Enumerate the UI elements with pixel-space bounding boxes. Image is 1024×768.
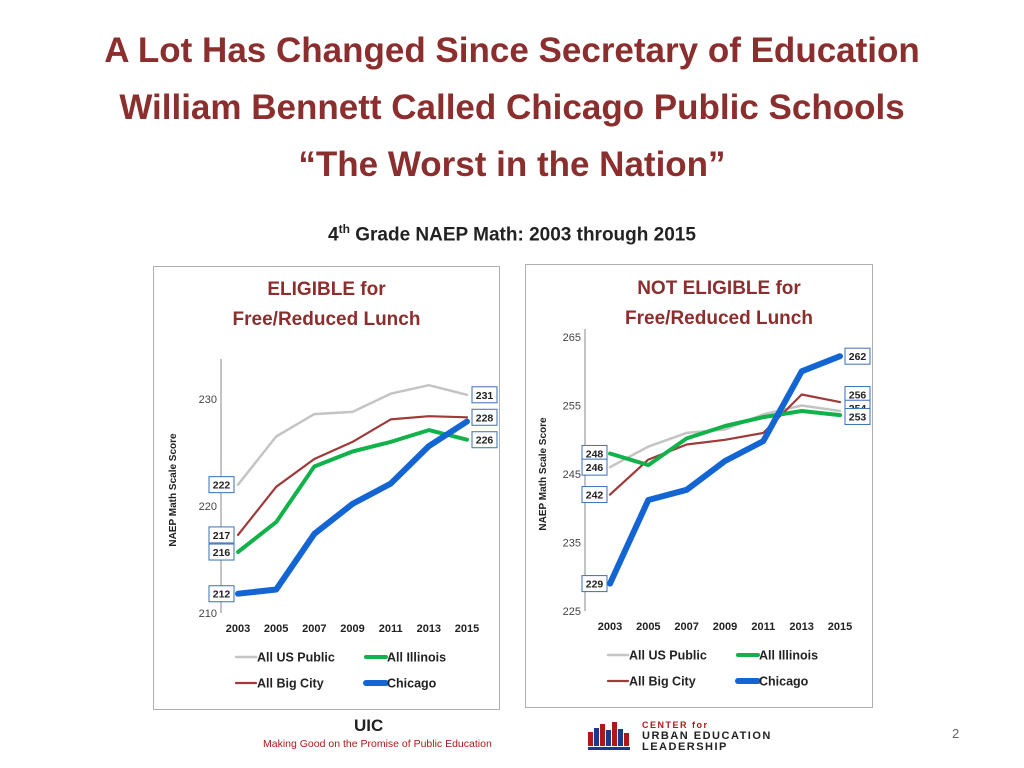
start-label-box — [581, 575, 608, 593]
chart-title-line-2: Free/Reduced Lunch — [232, 309, 421, 330]
chart-not-eligible: 225 235 245 255 265 2003 2005 2007 2009 2011 2013 2… — [538, 329, 871, 689]
chart-eligible: 210 220 230 2003 2005 2007 2009 2011 2013 2015 NAE… — [168, 359, 498, 691]
end-data-label: 256 — [849, 390, 867, 402]
footer-uic-logo: UIC — [354, 716, 384, 735]
x-tick-label: 2003 — [598, 621, 622, 633]
y-tick-label: 265 — [563, 332, 581, 344]
series-line-all-big-city — [608, 393, 842, 496]
end-label-box — [471, 386, 498, 404]
x-tick-label: 2011 — [379, 623, 403, 635]
start-data-label: 229 — [586, 579, 604, 591]
end-label-box — [844, 347, 871, 365]
chart-title-not-eligible: NOT ELIGIBLE for Free/Reduced Lunch — [546, 274, 892, 334]
end-label-box — [844, 407, 871, 425]
x-tick-label: 2003 — [226, 623, 250, 635]
page-number: 2 — [952, 726, 960, 741]
x-tick-label: 2011 — [751, 621, 775, 633]
x-tick-label: 2015 — [828, 621, 852, 633]
y-axis-title: NAEP Math Scale Score — [538, 417, 549, 531]
title-line-2: William Bennett Called Chicago Public Sc… — [119, 88, 905, 127]
logo-line-3: LEADERSHIP — [642, 741, 728, 753]
series-line-all-us-public — [608, 404, 842, 469]
chart-title-line-1: ELIGIBLE for — [267, 279, 386, 300]
end-label-box — [471, 408, 498, 426]
end-data-label: 228 — [476, 412, 494, 424]
start-label-box — [581, 486, 608, 504]
series-line-all-big-city — [236, 415, 469, 536]
title-line-1: A Lot Has Changed Since Secretary of Edu… — [104, 31, 920, 70]
series-line-chicago — [607, 353, 843, 587]
y-tick-label: 245 — [563, 469, 581, 481]
title-line-3: “The Worst in the Nation” — [298, 145, 726, 184]
legend-label: All Big City — [629, 675, 696, 689]
chart-title-line-2: Free/Reduced Lunch — [625, 308, 813, 329]
legend-label: All Illinois — [387, 651, 446, 665]
y-tick-label: 225 — [563, 606, 581, 618]
start-label-box — [208, 526, 235, 544]
x-tick-label: 2005 — [264, 623, 288, 635]
x-tick-label: 2013 — [417, 623, 441, 635]
x-tick-label: 2015 — [455, 623, 479, 635]
subtitle-text: Grade NAEP Math: 2003 through 2015 — [349, 224, 696, 246]
legend-label: All Illinois — [759, 649, 818, 663]
start-data-label: 212 — [213, 589, 231, 601]
start-label-box — [208, 476, 235, 494]
chart-panel-not-eligible: 225 235 245 255 265 2003 2005 2007 2009 2011 2013 2… — [525, 264, 873, 708]
y-tick-label: 255 — [563, 401, 581, 413]
logo-line-2: URBAN EDUCATION — [642, 730, 772, 742]
y-tick-label: 235 — [563, 538, 581, 550]
logo-line-1: CENTER for — [642, 720, 709, 730]
start-data-label: 242 — [586, 490, 604, 502]
legend-label: All US Public — [257, 651, 335, 665]
logo-text: CENTER for URBAN EDUCATION LEADERSHIP — [642, 720, 772, 753]
end-data-label: 253 — [849, 411, 867, 423]
subtitle-grade: 4 — [328, 224, 339, 246]
start-label-box — [208, 543, 235, 561]
chart-title-line-1: NOT ELIGIBLE for — [637, 278, 801, 299]
chart-title-eligible: ELIGIBLE for Free/Reduced Lunch — [154, 275, 499, 335]
chart-panel-eligible: 210 220 230 2003 2005 2007 2009 2011 2013 2015 NAE… — [153, 266, 500, 710]
city-skyline-icon — [588, 722, 630, 750]
x-tick-label: 2013 — [789, 621, 813, 633]
end-data-label: 226 — [476, 435, 494, 447]
x-tick-label: 2009 — [340, 623, 364, 635]
start-data-label: 246 — [586, 462, 604, 474]
y-axis-title: NAEP Math Scale Score — [168, 433, 179, 547]
start-label-box — [581, 458, 608, 476]
series-line-chicago — [235, 418, 470, 597]
x-tick-label: 2005 — [636, 621, 660, 633]
series-line-all-illinois — [236, 428, 469, 554]
x-tick-label: 2007 — [302, 623, 326, 635]
start-data-label: 248 — [586, 448, 604, 460]
y-tick-label: 230 — [199, 394, 217, 406]
y-tick-label: 210 — [199, 608, 217, 620]
legend-label: All US Public — [629, 649, 707, 663]
end-data-label: 262 — [849, 351, 867, 363]
subtitle-ordinal: th — [338, 222, 350, 236]
end-label-box — [471, 431, 498, 449]
series-line-all-illinois — [608, 409, 842, 468]
legend-label: Chicago — [759, 675, 809, 689]
slide-title: A Lot Has Changed Since Secretary of Edu… — [0, 22, 1024, 193]
start-data-label: 217 — [213, 530, 231, 542]
footer-tagline: Making Good on the Promise of Public Edu… — [263, 738, 492, 750]
cuel-logo: CENTER for URBAN EDUCATION LEADERSHIP — [588, 720, 820, 753]
x-tick-label: 2007 — [674, 621, 698, 633]
chart-subtitle: 4th Grade NAEP Math: 2003 through 2015 — [0, 222, 1024, 246]
x-tick-label: 2009 — [713, 621, 737, 633]
start-label-box — [208, 585, 235, 603]
start-data-label: 216 — [213, 547, 231, 559]
end-data-label: 231 — [476, 390, 494, 402]
legend-label: Chicago — [387, 677, 437, 691]
series-line-all-us-public — [236, 383, 469, 486]
start-data-label: 222 — [213, 480, 231, 492]
y-tick-label: 220 — [199, 501, 217, 513]
legend-label: All Big City — [257, 677, 324, 691]
